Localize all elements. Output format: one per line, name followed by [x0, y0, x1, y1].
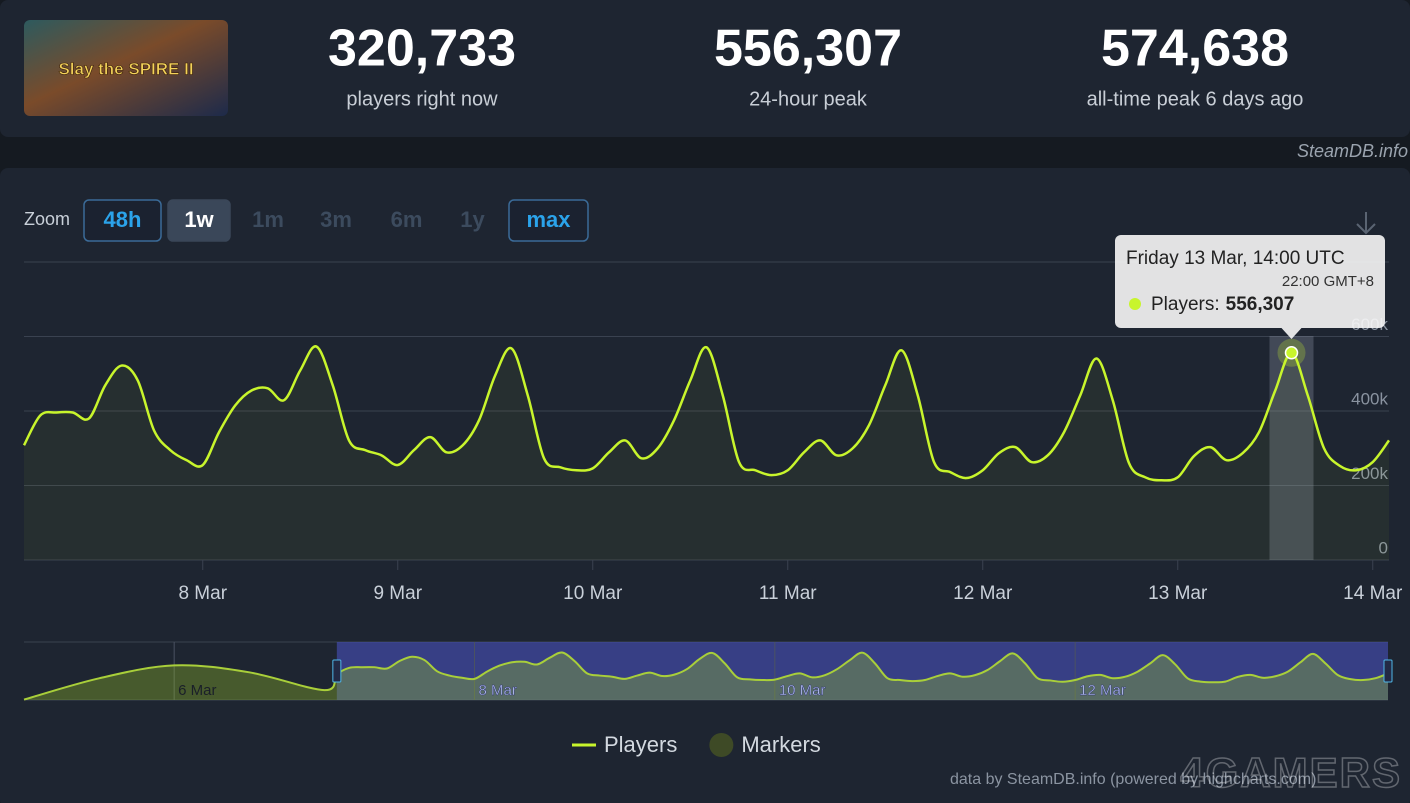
- y-tick-label: 400k: [1351, 389, 1388, 408]
- zoom-button-label: 48h: [104, 207, 142, 232]
- x-tick-label: 13 Mar: [1148, 583, 1208, 604]
- tooltip-title: Friday 13 Mar, 14:00 UTC: [1126, 248, 1345, 269]
- navigator-tick-label: 12 Mar: [1079, 682, 1126, 699]
- zoom-button-label: 1m: [252, 207, 284, 232]
- stats-panel: [0, 0, 1410, 137]
- tooltip-series-label: Players:: [1151, 294, 1220, 315]
- zoom-button-label: 3m: [320, 207, 352, 232]
- tooltip-value: 556,307: [1226, 294, 1295, 315]
- navigator-tick-label: 6 Mar: [178, 682, 216, 699]
- stat-value: 574,638: [1101, 20, 1289, 78]
- legend-label: Markers: [741, 732, 820, 757]
- zoom-button[interactable]: max: [508, 199, 589, 242]
- zoom-button[interactable]: 1m: [252, 207, 284, 232]
- download-icon[interactable]: [1356, 212, 1376, 235]
- series-area: [24, 346, 1389, 560]
- navigator-tick-label: 10 Mar: [779, 682, 826, 699]
- x-tick-label: 14 Mar: [1343, 583, 1403, 604]
- navigator-line: [23, 651, 1389, 701]
- zoom-button[interactable]: 1y: [460, 207, 485, 232]
- navigator-tick-label: 8 Mar: [478, 682, 516, 699]
- navigator-area: [24, 652, 1388, 700]
- source-badge[interactable]: SteamDB.info: [1297, 141, 1408, 161]
- zoom-button[interactable]: 1w: [167, 199, 231, 242]
- stat-value: 320,733: [328, 20, 516, 78]
- x-tick-label: 10 Mar: [563, 583, 623, 604]
- stat-label: 24-hour peak: [749, 88, 868, 110]
- legend-item[interactable]: Players: [572, 732, 677, 757]
- tooltip: Friday 13 Mar, 14:00 UTC 22:00 GMT+8 Playe…: [1115, 235, 1385, 339]
- game-logo: Slay the SPIRE II: [58, 59, 193, 78]
- zoom-button-frame: [83, 199, 162, 242]
- x-tick-label: 8 Mar: [178, 583, 227, 604]
- tooltip-local-time: 22:00 GMT+8: [1282, 273, 1374, 290]
- game-image[interactable]: [24, 20, 228, 116]
- y-tick-label: 0: [1379, 538, 1388, 557]
- credits[interactable]: data by SteamDB.info (powered by highcha…: [950, 771, 1316, 788]
- zoom-button-label: 1w: [184, 207, 214, 232]
- legend-item[interactable]: Markers: [709, 732, 821, 757]
- zoom-button[interactable]: 6m: [391, 207, 423, 232]
- watermark: 4GAMERS: [1180, 749, 1402, 796]
- stat-label: players right now: [346, 88, 498, 110]
- navigator-handle[interactable]: [332, 659, 342, 683]
- tooltip-pointer: [1281, 328, 1302, 339]
- hover-band: [1269, 336, 1314, 560]
- legend-label: Players: [604, 732, 677, 757]
- zoom-button-frame: [508, 199, 589, 242]
- x-tick-label: 11 Mar: [759, 583, 817, 604]
- x-tick-label: 9 Mar: [373, 583, 422, 604]
- stat-value: 556,307: [714, 20, 902, 78]
- x-tick-label: 12 Mar: [953, 583, 1013, 604]
- zoom-button-label: 6m: [391, 207, 423, 232]
- zoom-button-label: 1y: [460, 207, 485, 232]
- tooltip-box: [1115, 235, 1385, 328]
- zoom-button-label: max: [526, 207, 571, 232]
- zoom-button[interactable]: 48h: [83, 199, 162, 242]
- navigator-selection: [336, 642, 1389, 700]
- series-line: [22, 345, 1391, 482]
- hover-point: [1284, 346, 1299, 360]
- tooltip-dot: [1129, 298, 1141, 310]
- stat-label: all-time peak 6 days ago: [1087, 88, 1304, 110]
- zoom-button[interactable]: 3m: [320, 207, 352, 232]
- legend-marker: [709, 733, 734, 757]
- navigator-handle[interactable]: [1383, 659, 1393, 683]
- zoom-label: Zoom: [24, 209, 70, 229]
- zoom-button-frame: [167, 199, 231, 242]
